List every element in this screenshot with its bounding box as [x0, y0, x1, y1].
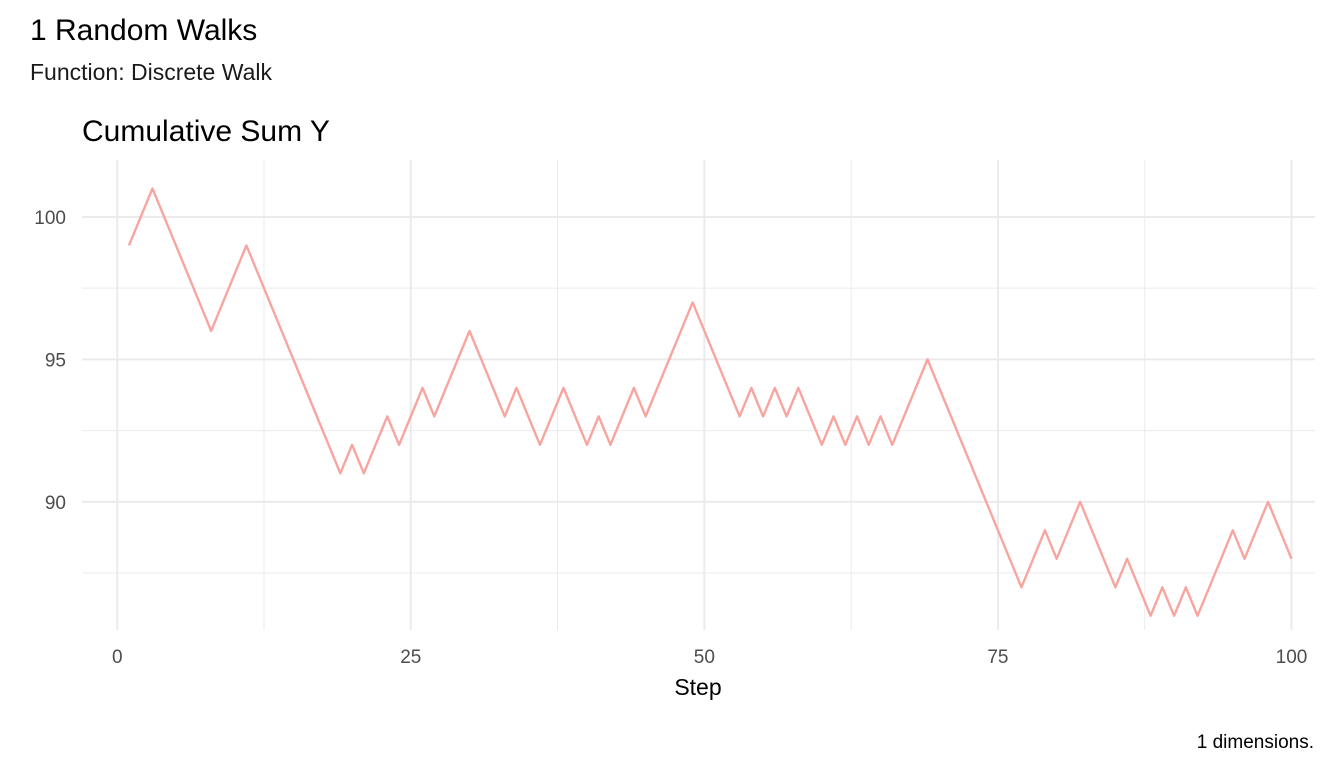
- y-tick-label: 100: [34, 208, 66, 229]
- grid-lines: [82, 160, 1315, 630]
- chart-subtitle: Function: Discrete Walk: [30, 59, 272, 85]
- y-tick-label: 95: [45, 350, 66, 371]
- x-tick-label: 0: [112, 647, 123, 668]
- y-tick-label: 90: [45, 493, 66, 514]
- y-axis-tick-labels: 90 95 100: [34, 208, 66, 514]
- x-tick-label: 50: [694, 647, 715, 668]
- x-tick-label: 75: [987, 647, 1008, 668]
- series-line: [127, 187, 1293, 617]
- panel-title: Cumulative Sum Y: [82, 115, 330, 148]
- x-axis-title: Step: [674, 674, 721, 700]
- chart-caption: 1 dimensions.: [1197, 732, 1314, 753]
- series-layer: [127, 187, 1293, 617]
- chart-title: 1 Random Walks: [30, 14, 257, 47]
- x-tick-label: 25: [400, 647, 421, 668]
- x-tick-label: 100: [1276, 647, 1308, 668]
- x-axis-tick-labels: 0 25 50 75 100: [112, 647, 1307, 668]
